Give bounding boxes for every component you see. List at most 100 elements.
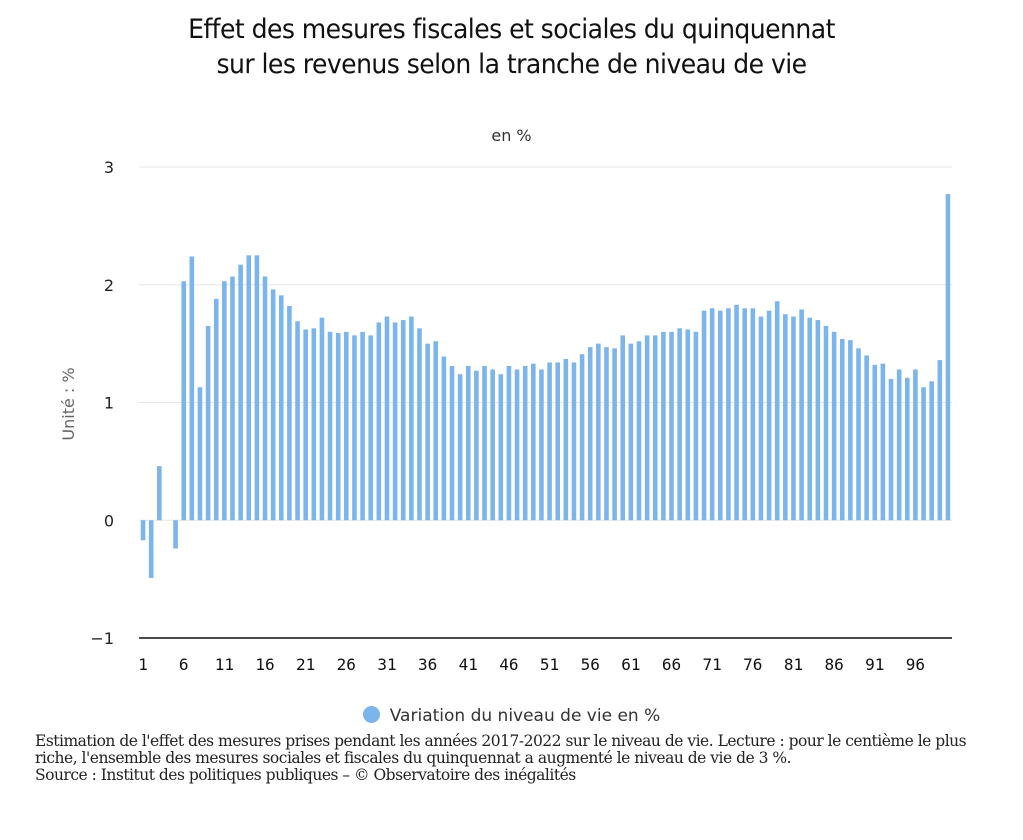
bar[interactable] xyxy=(392,322,398,521)
bar[interactable] xyxy=(815,320,821,521)
bar[interactable] xyxy=(327,331,333,521)
bar[interactable] xyxy=(693,331,699,521)
bar[interactable] xyxy=(718,310,723,521)
bar[interactable] xyxy=(864,355,869,521)
bar[interactable] xyxy=(644,335,650,521)
bar[interactable] xyxy=(262,276,268,521)
bar[interactable] xyxy=(652,335,658,521)
bar[interactable] xyxy=(270,289,276,521)
bar[interactable] xyxy=(709,308,715,521)
bar[interactable] xyxy=(441,356,447,521)
bar[interactable] xyxy=(368,335,374,521)
bar[interactable] xyxy=(701,310,707,521)
bar[interactable] xyxy=(254,255,260,521)
bar[interactable] xyxy=(376,322,382,521)
bar[interactable] xyxy=(514,369,520,521)
bar[interactable] xyxy=(555,362,560,521)
bar[interactable] xyxy=(856,348,861,521)
bar[interactable] xyxy=(685,329,691,521)
bar[interactable] xyxy=(213,298,219,521)
bar[interactable] xyxy=(791,316,796,521)
bar[interactable] xyxy=(230,276,235,521)
bar[interactable] xyxy=(222,281,227,521)
bar[interactable] xyxy=(604,347,609,521)
bar[interactable] xyxy=(937,360,943,521)
bar[interactable] xyxy=(360,331,365,521)
bar[interactable] xyxy=(173,520,178,549)
bar[interactable] xyxy=(181,281,187,521)
bar[interactable] xyxy=(904,377,910,521)
bar[interactable] xyxy=(726,308,731,521)
bar[interactable] xyxy=(457,374,463,521)
bar[interactable] xyxy=(945,194,951,521)
bar[interactable] xyxy=(474,370,479,521)
bar[interactable] xyxy=(409,316,414,521)
bar[interactable] xyxy=(140,520,146,541)
bar[interactable] xyxy=(287,305,292,521)
bar[interactable] xyxy=(823,325,829,521)
bar[interactable] xyxy=(929,381,934,521)
bar[interactable] xyxy=(344,331,349,521)
bar[interactable] xyxy=(482,366,487,521)
bar[interactable] xyxy=(750,308,756,521)
bar[interactable] xyxy=(425,343,430,521)
bar[interactable] xyxy=(197,387,203,521)
bar[interactable] xyxy=(807,317,813,521)
bar[interactable] xyxy=(335,333,341,521)
bar[interactable] xyxy=(384,316,390,521)
bar[interactable] xyxy=(295,321,300,521)
bar[interactable] xyxy=(620,335,626,521)
bar[interactable] xyxy=(661,331,666,521)
bar[interactable] xyxy=(303,329,308,521)
bar[interactable] xyxy=(417,328,422,521)
bar[interactable] xyxy=(921,387,926,521)
legend[interactable]: Variation du niveau de vie en % xyxy=(0,706,1023,726)
bar[interactable] xyxy=(669,331,674,521)
bar[interactable] xyxy=(766,310,772,521)
bar[interactable] xyxy=(872,364,878,521)
bar[interactable] xyxy=(831,331,837,521)
bar[interactable] xyxy=(758,316,764,521)
bar[interactable] xyxy=(539,369,544,521)
bar[interactable] xyxy=(278,295,284,521)
bar[interactable] xyxy=(848,340,853,521)
bar[interactable] xyxy=(774,301,780,521)
bar[interactable] xyxy=(913,369,918,521)
bar[interactable] xyxy=(571,362,577,521)
bar[interactable] xyxy=(579,354,585,521)
bar[interactable] xyxy=(880,363,886,521)
bar[interactable] xyxy=(522,366,528,521)
bar[interactable] xyxy=(896,369,902,521)
bar[interactable] xyxy=(205,325,211,521)
bar[interactable] xyxy=(319,317,325,521)
bar[interactable] xyxy=(677,328,682,521)
bar[interactable] xyxy=(628,343,634,521)
bar[interactable] xyxy=(839,338,845,521)
bar[interactable] xyxy=(449,366,455,521)
bar[interactable] xyxy=(498,374,504,521)
bar[interactable] xyxy=(799,309,804,521)
bar[interactable] xyxy=(465,366,471,521)
bar[interactable] xyxy=(783,314,788,521)
bar[interactable] xyxy=(400,320,406,521)
bar[interactable] xyxy=(506,366,512,521)
bar[interactable] xyxy=(311,328,317,521)
bar[interactable] xyxy=(433,341,439,521)
bar[interactable] xyxy=(246,255,252,521)
bar[interactable] xyxy=(563,358,569,521)
bar[interactable] xyxy=(189,256,195,521)
bar[interactable] xyxy=(157,466,162,521)
bar[interactable] xyxy=(612,348,617,521)
bar[interactable] xyxy=(587,347,593,521)
bar[interactable] xyxy=(596,343,601,521)
bar[interactable] xyxy=(531,363,536,521)
bar[interactable] xyxy=(888,378,894,521)
bar[interactable] xyxy=(547,362,552,521)
bar[interactable] xyxy=(238,264,243,521)
bar[interactable] xyxy=(352,335,357,521)
bar[interactable] xyxy=(636,341,642,521)
bar[interactable] xyxy=(734,304,739,521)
bar[interactable] xyxy=(148,520,154,578)
bar[interactable] xyxy=(490,369,495,521)
bar[interactable] xyxy=(742,308,747,521)
